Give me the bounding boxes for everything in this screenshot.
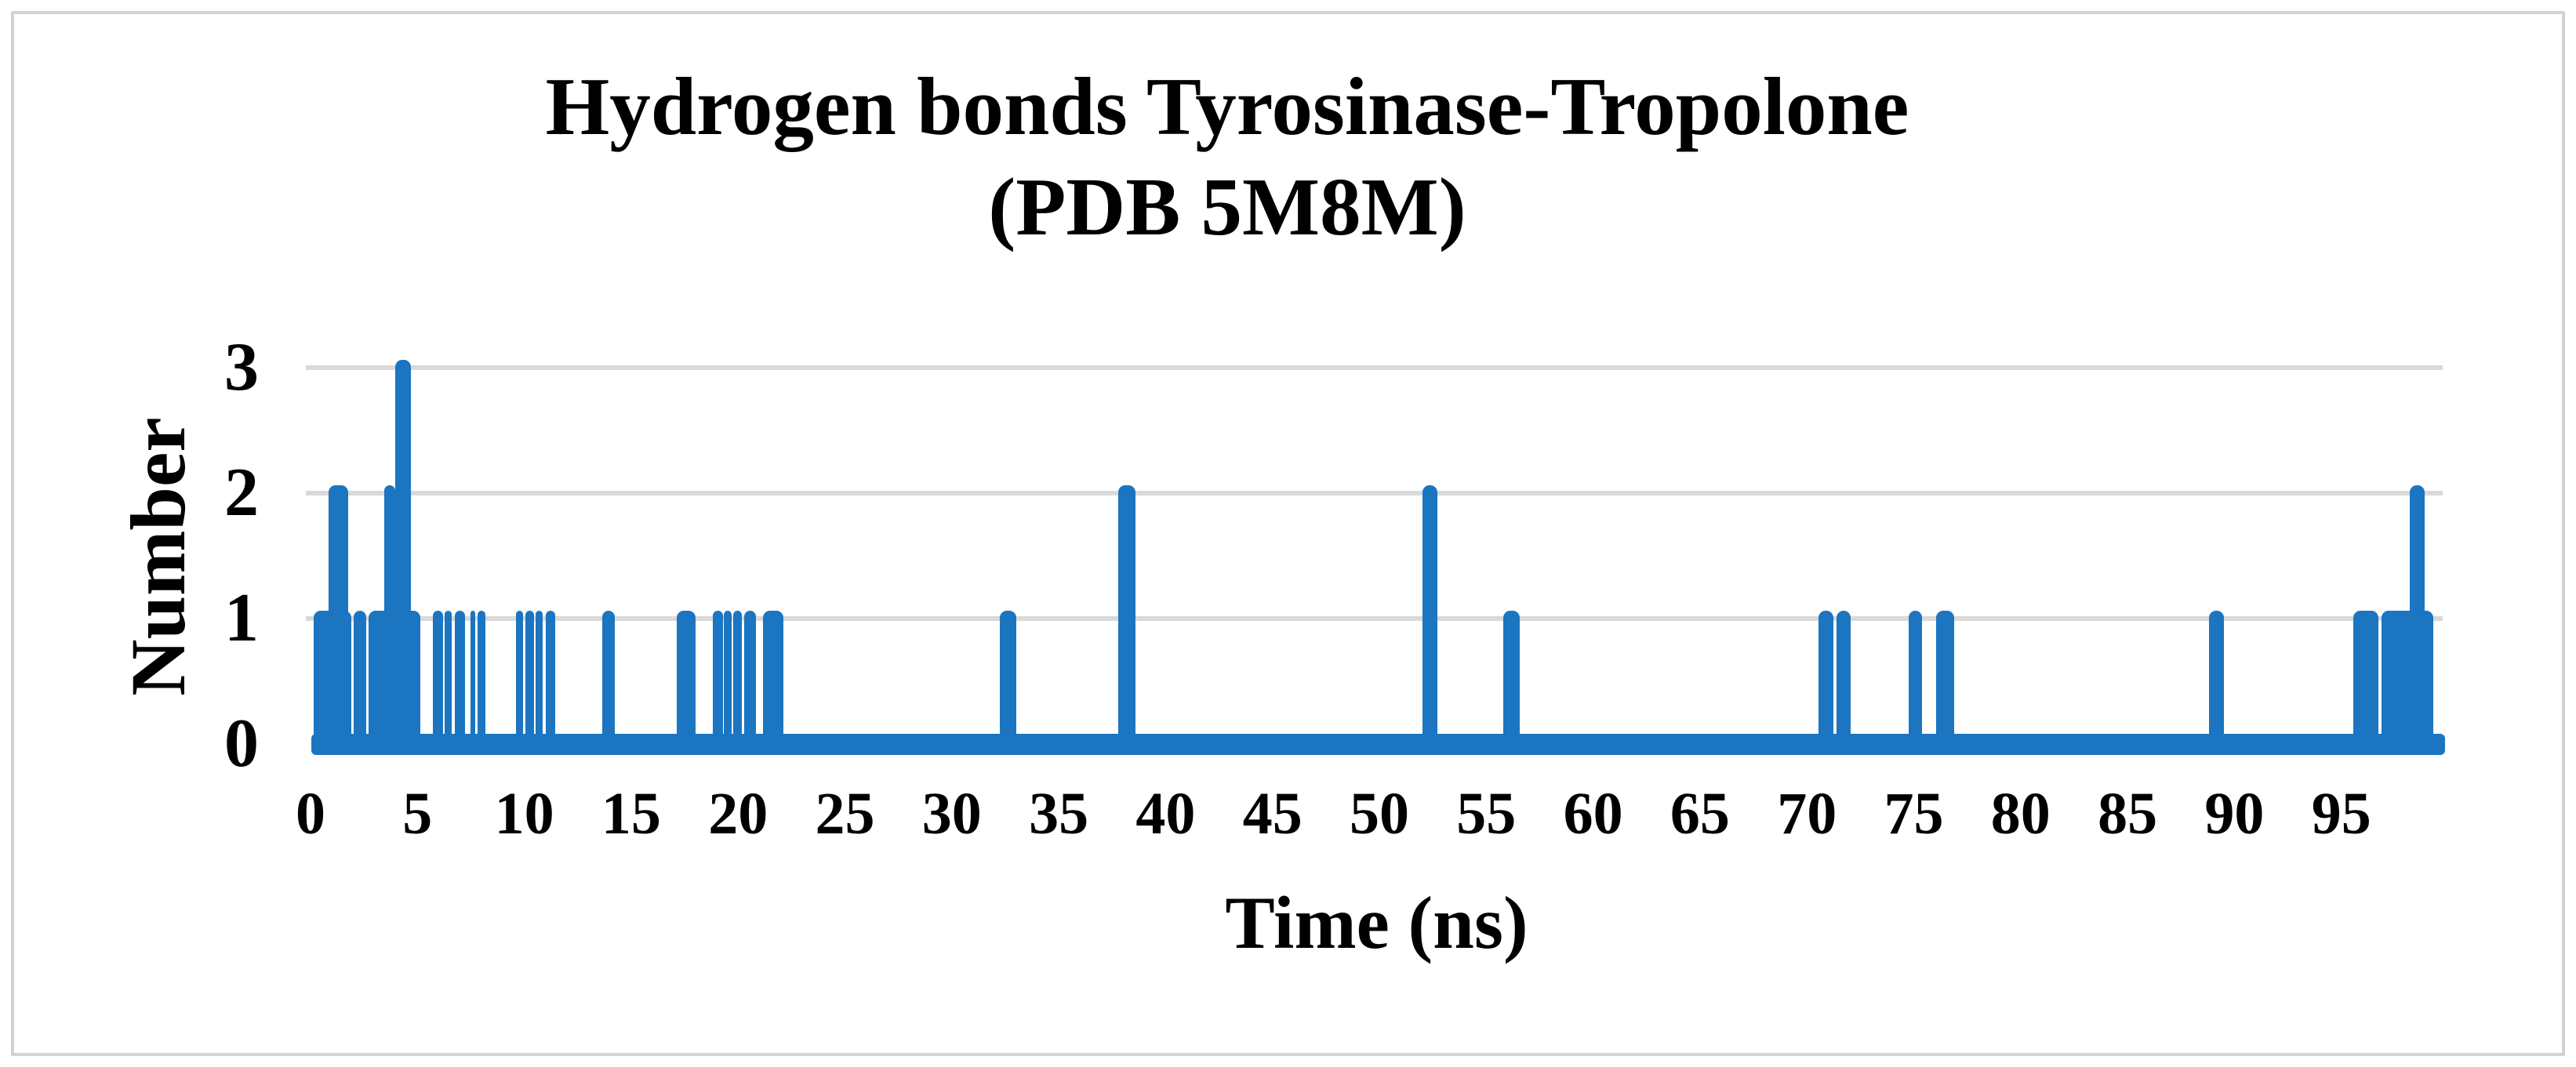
bar [1000, 611, 1016, 754]
x-tick-label: 5 [402, 781, 433, 847]
x-tick-label: 30 [921, 781, 982, 847]
chart-title: Hydrogen bonds Tyrosinase-Tropolone (PDB… [0, 56, 2454, 257]
bar [353, 611, 367, 754]
y-tick-label: 3 [224, 329, 259, 405]
x-tick-label: 45 [1242, 781, 1303, 847]
x-tick-label: 35 [1029, 781, 1089, 847]
chart-title-line1: Hydrogen bonds Tyrosinase-Tropolone [545, 60, 1909, 152]
x-tick-label: 70 [1777, 781, 1837, 847]
bar [713, 611, 723, 754]
zero-baseline-band [311, 734, 2445, 755]
bar [1908, 611, 1923, 754]
bar [433, 611, 443, 754]
bar [1118, 485, 1136, 754]
bar [2208, 611, 2224, 754]
gridline-y2 [306, 491, 2443, 495]
bar [515, 611, 523, 754]
x-tick-label: 65 [1669, 781, 1730, 847]
bar [601, 611, 616, 754]
x-tick-label: 40 [1135, 781, 1196, 847]
x-tick-label: 50 [1350, 781, 1409, 847]
bar [1837, 611, 1851, 754]
bar [525, 611, 535, 754]
x-tick-label: 10 [494, 781, 554, 847]
bar [2409, 485, 2425, 754]
x-tick-label: 80 [1990, 781, 2051, 847]
x-tick-label: 55 [1456, 781, 1517, 847]
bar [329, 485, 348, 754]
bar [724, 611, 732, 754]
x-tick-label: 25 [815, 781, 875, 847]
bar [2353, 611, 2379, 754]
bar [732, 611, 742, 754]
gridline-y1 [306, 616, 2443, 621]
x-axis-title: Time (ns) [1225, 881, 1528, 964]
bar [744, 611, 757, 754]
x-tick-label: 85 [2098, 781, 2158, 847]
bar [2382, 611, 2433, 754]
x-tick-label: 15 [601, 781, 661, 847]
bar [536, 611, 543, 754]
chart-frame-border [11, 11, 2565, 1056]
bar [384, 485, 396, 754]
bar [454, 611, 466, 754]
bar [395, 360, 412, 754]
y-tick-label: 1 [224, 580, 259, 656]
y-tick-label: 0 [224, 706, 259, 782]
bar [1818, 611, 1834, 754]
x-tick-label: 95 [2311, 781, 2371, 847]
bar [1422, 485, 1437, 754]
bar [676, 611, 696, 754]
chart-title-line2: (PDB 5M8M) [988, 161, 1466, 253]
y-tick-label: 2 [224, 455, 259, 531]
x-tick-label: 60 [1563, 781, 1623, 847]
bar [1936, 611, 1955, 754]
x-tick-label: 20 [708, 781, 768, 847]
x-tick-label: 90 [2204, 781, 2265, 847]
bar [1503, 611, 1520, 754]
bar [477, 611, 485, 754]
gridline-y3 [306, 365, 2443, 370]
x-tick-label: 75 [1884, 781, 1944, 847]
bar [762, 611, 783, 754]
bar [445, 611, 452, 754]
x-tick-label: 0 [296, 781, 325, 847]
bar [470, 611, 476, 754]
bar [545, 611, 556, 754]
